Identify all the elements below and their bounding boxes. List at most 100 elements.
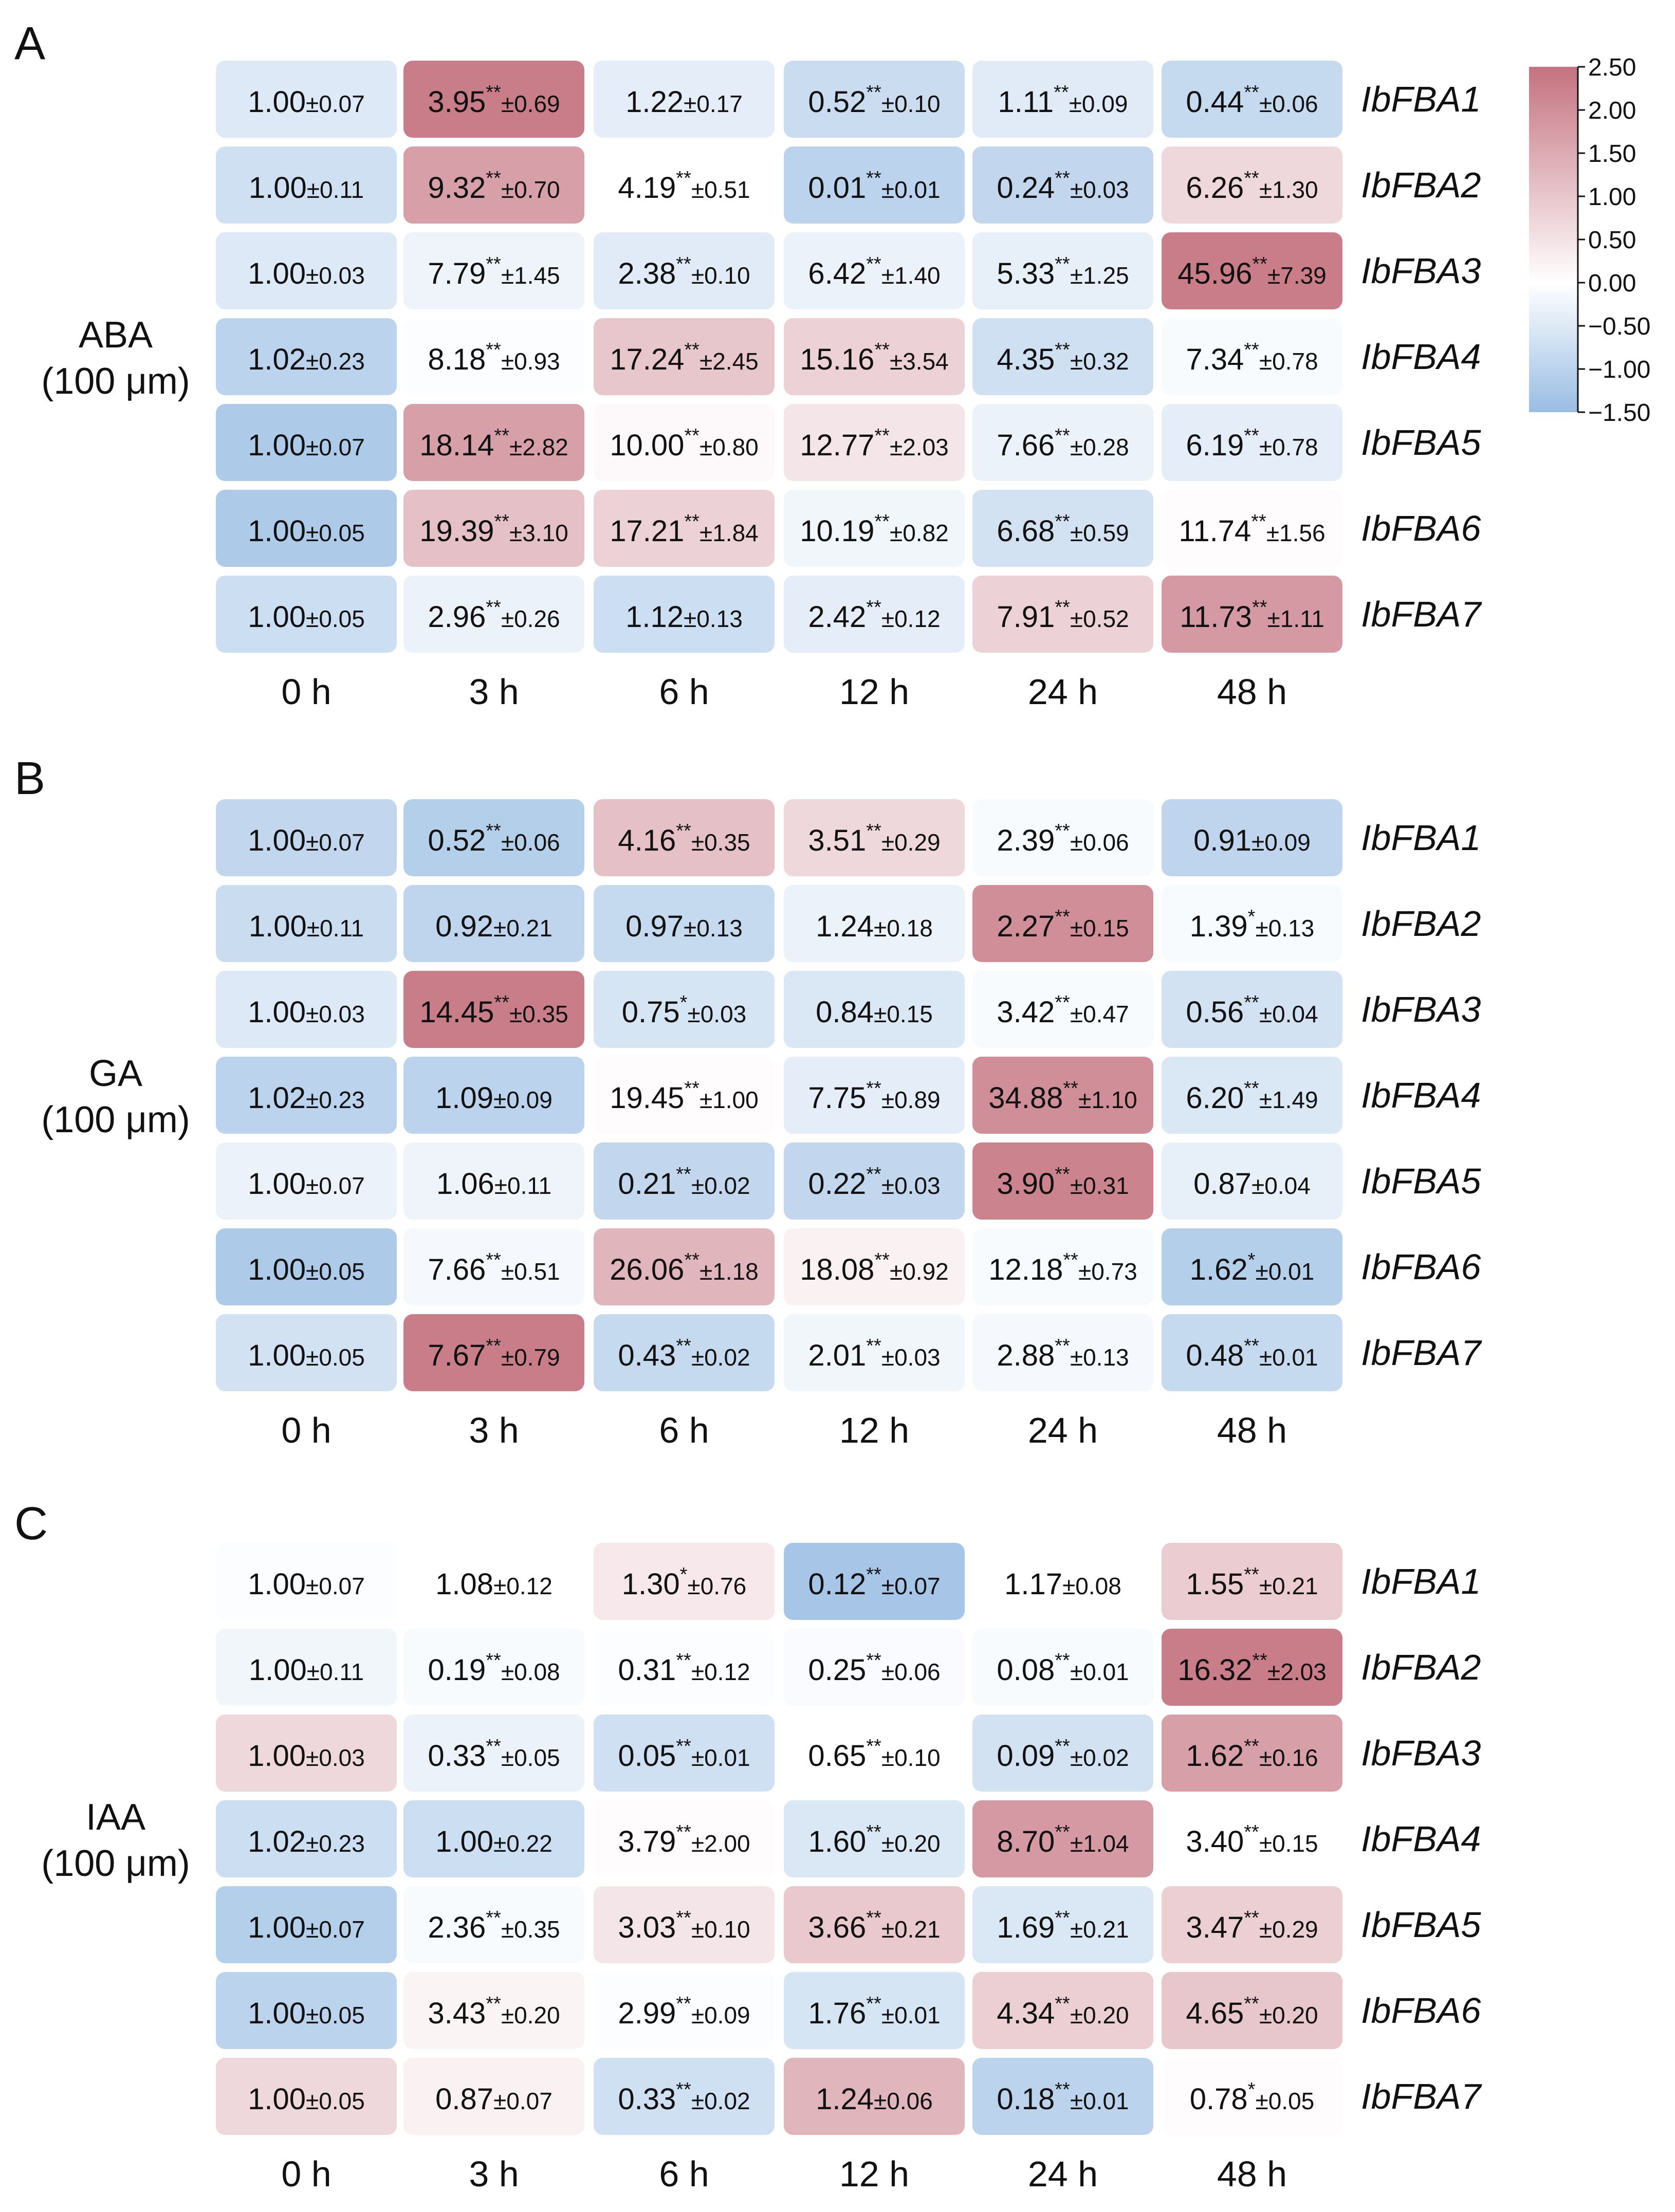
heatmap-cell-fill [216,971,397,1048]
gene-label: IbFBA3 [1361,251,1481,291]
cell-significance: ** [1244,1736,1259,1757]
column-label: 0 h [281,2154,331,2194]
cell-sd: ±0.69 [501,90,560,117]
cell-significance: * [1248,1249,1256,1271]
cell-significance: ** [1054,82,1069,103]
heatmap-cell-fill [594,1142,775,1220]
heatmap-cell-fill [403,1800,584,1877]
cell-value-label: 1.22±0.17 [625,85,743,119]
cell-value-label: 0.87±0.04 [1193,1167,1311,1201]
cell-value-label: 6.20**±1.49 [1186,1078,1318,1115]
heatmap-cell: 7.66**±0.51 [403,1228,584,1305]
cell-value-label: 0.97±0.13 [625,910,743,943]
cell-mean: 3.51 [808,824,866,857]
cell-mean: 2.01 [808,1339,866,1372]
cell-sd: ±0.20 [881,1830,941,1857]
cell-sd: ±0.13 [684,915,743,942]
heatmap-cell: 1.00±0.05 [216,1314,397,1391]
heatmap-cell-fill [1162,146,1342,224]
cell-sd: ±0.26 [501,605,560,632]
cell-sd: ±0.12 [881,605,941,632]
cell-value-label: 0.22**±0.03 [808,1164,940,1201]
cell-value-label: 1.09±0.09 [435,1081,553,1115]
cell-value-label: 6.68**±0.59 [997,511,1129,548]
heatmap-cell-fill [784,1142,965,1220]
cell-mean: 7.91 [997,600,1055,634]
cell-mean: 4.65 [1186,1997,1244,2030]
cell-value-label: 14.45**±0.35 [419,992,568,1029]
cell-value-label: 3.43**±0.20 [428,1993,560,2030]
heatmap-cell-fill [784,404,965,481]
cell-sd: ±0.08 [501,1658,560,1685]
cell-sd: ±0.89 [881,1086,941,1113]
heatmap-cell: 3.03**±0.10 [594,1886,775,1963]
cell-significance: ** [684,425,700,447]
heatmap-cell: 3.40**±0.15 [1162,1800,1342,1877]
cell-mean: 0.56 [1186,996,1244,1029]
cell-sd: ±0.21 [1070,1916,1129,1943]
heatmap-cell-fill [403,318,584,395]
cell-mean: 1.24 [816,2082,874,2116]
cell-mean: 1.02 [248,343,306,376]
heatmap-cell-fill [403,1314,584,1391]
cell-mean: 5.33 [997,257,1055,290]
panel-letter: B [14,753,45,804]
cell-sd: ±0.78 [1259,348,1318,375]
cell-mean: 12.18 [988,1253,1063,1286]
heatmap-cell-fill [594,971,775,1048]
colorbar-tick-label: 1.50 [1588,140,1636,168]
heatmap-cell-fill [594,576,775,653]
cell-value-label: 0.87±0.07 [435,2082,553,2116]
cell-value-label: 0.65**±0.10 [808,1736,940,1773]
cell-mean: 14.45 [419,996,494,1029]
cell-sd: ±7.39 [1267,262,1327,289]
heatmap-cell-fill [972,490,1153,567]
cell-sd: ±0.01 [691,1744,750,1771]
heatmap-cell-fill [1162,2058,1342,2135]
heatmap-cell: 1.00±0.05 [216,490,397,567]
gene-label: IbFBA4 [1361,1075,1481,1115]
cell-value-label: 1.17±0.08 [1004,1568,1121,1601]
cell-sd: ±0.06 [501,829,560,856]
cell-mean: 15.16 [800,343,874,376]
cell-value-label: 3.90**±0.31 [997,1164,1129,1201]
cell-sd: ±2.03 [1267,1658,1327,1685]
heatmap-cell-fill [784,576,965,653]
cell-value-label: 1.00±0.03 [248,1739,365,1773]
cell-significance: ** [676,2079,691,2100]
cell-value-label: 1.00±0.03 [248,996,365,1029]
cell-value-label: 1.69**±0.21 [997,1907,1129,1944]
cell-value-label: 5.33**±1.25 [997,253,1129,290]
heatmap-cell: 17.21**±1.84 [594,490,775,567]
cell-mean: 0.87 [1193,1167,1251,1201]
column-label: 3 h [469,2154,519,2194]
heatmap-cell: 2.42**±0.12 [784,576,965,653]
heatmap-cell: 3.90**±0.31 [972,1142,1153,1220]
heatmap-cell: 1.02±0.23 [216,1057,397,1134]
cell-mean: 3.03 [618,1911,676,1944]
heatmap-cell: 0.97±0.13 [594,885,775,962]
cell-sd: ±0.10 [691,1916,750,1943]
cell-significance: ** [676,1993,691,2015]
heatmap-cell: 0.05**±0.01 [594,1715,775,1792]
heatmap-cell: 4.65**±0.20 [1162,1972,1342,2049]
heatmap-cell: 0.52**±0.10 [784,61,965,138]
cell-mean: 10.00 [610,429,684,462]
cell-sd: ±0.79 [501,1344,560,1371]
heatmap-row: 1.00±0.11 0.92±0.21 0.97±0.13 1.24±0.18 2.27… [216,885,1481,962]
cell-sd: ±0.01 [1070,1658,1129,1685]
cell-sd: ±0.01 [1070,2088,1129,2114]
heatmap-cell-fill [1162,1972,1342,2049]
cell-value-label: 0.05**±0.01 [618,1736,750,1773]
cell-significance: ** [866,1078,881,1099]
heatmap-cell-fill [972,61,1153,138]
heatmap-cell: 0.56**±0.04 [1162,971,1342,1048]
cell-value-label: 7.34**±0.78 [1186,339,1318,376]
heatmap-cell: 0.33**±0.02 [594,2058,775,2135]
cell-value-label: 1.00±0.07 [248,1568,365,1601]
gene-label: IbFBA6 [1361,508,1481,548]
cell-value-label: 1.24±0.18 [816,910,933,943]
heatmap-cell: 1.62*±0.01 [1162,1228,1342,1305]
heatmap-cell-fill [972,1314,1153,1391]
